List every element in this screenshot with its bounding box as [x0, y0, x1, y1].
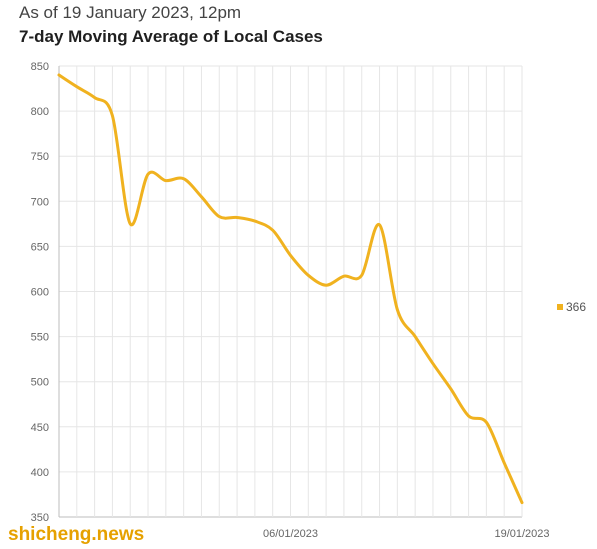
legend[interactable]: 366	[557, 300, 586, 314]
series-line	[57, 73, 524, 505]
legend-label: 366	[566, 300, 587, 314]
y-tick-label: 800	[31, 106, 49, 118]
y-tick-label: 650	[31, 241, 49, 253]
grid-layer	[58, 65, 523, 518]
y-tick-label: 550	[31, 332, 49, 344]
y-tick-label: 400	[31, 467, 49, 479]
y-tick-label: 500	[31, 377, 49, 389]
x-tick-label: 19/01/2023	[494, 528, 549, 540]
y-tick-label: 700	[31, 196, 49, 208]
legend-swatch	[557, 304, 563, 310]
x-axis: 06/01/2023 19/01/2023	[263, 528, 550, 540]
watermark: shicheng.news	[8, 524, 145, 545]
y-tick-label: 350	[31, 512, 49, 524]
y-tick-label: 850	[31, 61, 49, 73]
y-axis: 350 400 450 500 550 600 650 700 750 800 850	[31, 61, 49, 524]
chart-subtitle: As of 19 January 2023, 12pm	[19, 3, 242, 22]
chart-title: 7-day Moving Average of Local Cases	[19, 27, 323, 46]
y-tick-label: 600	[31, 287, 49, 299]
y-tick-label: 750	[31, 151, 49, 163]
y-tick-label: 450	[31, 422, 49, 434]
x-tick-label: 06/01/2023	[263, 528, 318, 540]
